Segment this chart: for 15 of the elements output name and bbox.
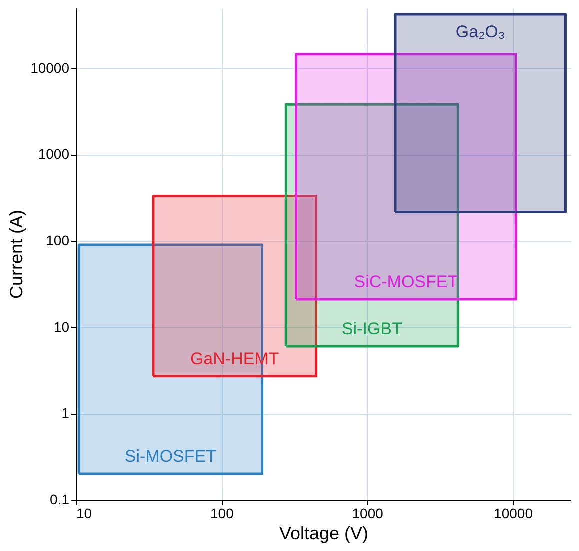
y-axis-title: Current (A): [6, 210, 27, 300]
x-tick-label: 1000: [352, 506, 384, 522]
series-label: Si-IGBT: [342, 319, 402, 338]
y-tick-label: 100: [46, 232, 70, 249]
x-tick-label: 100: [210, 506, 234, 522]
y-tick-label: 1000: [38, 146, 70, 162]
y-tick-label: 1: [62, 405, 70, 422]
x-axis-title: Voltage (V): [279, 524, 369, 544]
y-tick-label: 10000: [30, 60, 70, 76]
series-label: Si-MOSFET: [124, 447, 216, 466]
x-tick-label: 10: [76, 506, 92, 522]
x-tick-label: 10000: [494, 506, 534, 522]
series-label: Ga₂O₃: [456, 22, 506, 42]
y-tick-label: 10: [54, 318, 70, 335]
y-tick-label: 0.1: [50, 492, 70, 508]
